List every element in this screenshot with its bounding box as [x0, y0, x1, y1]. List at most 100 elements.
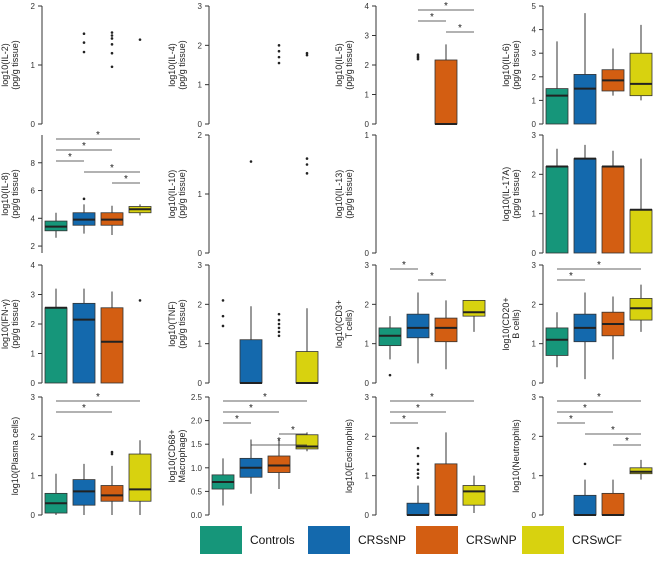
- y-tick-label: 4: [31, 214, 36, 223]
- outlier-point: [82, 32, 86, 36]
- outlier-point: [416, 468, 420, 472]
- y-tick-label: 3: [31, 291, 36, 300]
- y-tick-label: 2: [365, 61, 370, 70]
- y-tick-label: 1: [365, 472, 370, 481]
- box-crswnp: [100, 485, 124, 502]
- y-tick-label: 1: [365, 131, 370, 140]
- panel-16: 0 1 2 3 log10(Neutrophils) * * * * *: [511, 392, 653, 520]
- y-tick-label: 1: [532, 96, 537, 105]
- y-tick-label: 2: [31, 432, 36, 441]
- significance-star: *: [249, 403, 253, 414]
- significance-star: *: [430, 12, 434, 23]
- y-tick-label: 2: [365, 300, 370, 309]
- y-tick-label: 1: [198, 190, 203, 199]
- y-axis-label: log10(IL-10): [167, 170, 177, 219]
- y-tick-label: 2: [31, 320, 36, 329]
- significance-star: *: [263, 392, 267, 403]
- y-axis-label: log10(Neutrophils): [511, 419, 521, 493]
- outlier-point: [583, 462, 587, 466]
- legend-label-controls: Controls: [250, 533, 295, 547]
- panel-13: 0 1 2 3 log10(Plasma cells) * *: [10, 392, 152, 520]
- outlier-point: [110, 43, 114, 46]
- y-axis-label: log10(TNF): [167, 301, 177, 347]
- y-axis-label: T cells): [344, 310, 354, 339]
- y-axis-label: log10(IFN-γ): [0, 299, 10, 349]
- legend-item-crswnp: CRSwNP: [416, 526, 517, 554]
- outlier-point: [110, 34, 114, 37]
- y-tick-label: 3: [365, 261, 370, 270]
- y-tick-label: 6: [31, 187, 36, 196]
- y-tick-label: 2: [198, 41, 203, 50]
- y-tick-label: 3: [198, 2, 203, 11]
- significance-star: *: [96, 392, 100, 403]
- panel-5: 2 4 6 8 log10(IL-8) (pg/g tissue) * * * * *: [0, 130, 152, 253]
- outlier-point: [110, 37, 114, 40]
- outlier-point: [416, 446, 420, 450]
- y-axis-label: (pg/g tissue): [344, 40, 354, 90]
- outlier-point: [277, 55, 281, 59]
- outlier-point: [110, 450, 114, 454]
- outlier-point: [82, 50, 86, 54]
- outlier-point: [416, 472, 420, 476]
- y-tick-label: 5: [532, 2, 537, 11]
- panel-10: 0 1 2 3 log10(TNF) (pg/g tissue): [167, 261, 319, 388]
- y-axis-label: (pg/g tissue): [10, 40, 20, 90]
- y-tick-label: 4: [365, 2, 370, 11]
- box-crswnp: [267, 455, 291, 473]
- outlier-point: [110, 31, 114, 34]
- legend: Controls CRSsNP CRSwNP CRSwCF: [0, 520, 669, 560]
- legend-swatch-crswcf: [522, 526, 564, 554]
- significance-star: *: [625, 436, 629, 447]
- y-tick-label: 8: [31, 159, 36, 168]
- y-tick-label: 2: [532, 170, 537, 179]
- y-tick-label: 2.5: [191, 393, 203, 402]
- box-controls: [44, 307, 68, 384]
- outlier-point: [221, 314, 225, 318]
- y-tick-label: 0.5: [191, 487, 203, 496]
- y-tick-label: 1: [532, 340, 537, 349]
- outlier-point: [305, 51, 309, 55]
- y-tick-label: 3: [365, 32, 370, 41]
- y-axis-label: B cells): [511, 309, 521, 339]
- outlier-point: [138, 299, 142, 302]
- panel-8: 0 1 2 3 log10(IL-17A) (pg/g tissue): [501, 131, 653, 258]
- box-crssnp: [573, 74, 597, 125]
- y-tick-label: 1: [198, 81, 203, 90]
- outlier-point: [82, 41, 86, 44]
- y-tick-label: 4: [532, 26, 537, 35]
- box-crssnp: [72, 302, 96, 384]
- y-tick-label: 0: [532, 511, 537, 520]
- significance-star: *: [291, 425, 295, 436]
- y-axis-label: (pg/g tissue): [10, 299, 20, 349]
- y-tick-label: 2: [198, 131, 203, 140]
- y-tick-label: 2: [532, 432, 537, 441]
- box-crssnp: [239, 339, 263, 384]
- panel-12: 0 1 2 3 log10(CD20+ B cells) * *: [501, 260, 653, 388]
- box-crswnp: [434, 317, 458, 343]
- significance-star: *: [416, 403, 420, 414]
- significance-star: *: [569, 414, 573, 425]
- panel-15: 0 1 2 3 log10(Eosinophils) * * *: [344, 392, 486, 520]
- significance-star: *: [458, 23, 462, 34]
- significance-star: *: [235, 414, 239, 425]
- outlier-point: [138, 38, 142, 41]
- box-crswcf: [128, 453, 152, 502]
- y-tick-label: 3: [365, 393, 370, 402]
- box-crswcf: [629, 209, 653, 254]
- y-axis-label: log10(IL-17A): [501, 167, 511, 222]
- box-crswcf: [462, 299, 486, 317]
- panel-3: 0 1 2 3 4 log10(IL-5) (pg/g tissue) * * *: [334, 1, 474, 129]
- y-axis-label: log10(CD68+: [167, 429, 177, 482]
- significance-star: *: [96, 130, 100, 141]
- box-crswnp: [434, 59, 458, 125]
- significance-star: *: [444, 1, 448, 12]
- y-axis-label: (pg/g tissue): [344, 169, 354, 219]
- significance-star: *: [277, 436, 281, 447]
- box-crswcf: [462, 485, 486, 506]
- significance-star: *: [430, 392, 434, 403]
- y-tick-label: 3: [532, 261, 537, 270]
- panel-7: 0 1 log10(IL-13) (pg/g tissue): [334, 131, 377, 258]
- y-tick-label: 0: [198, 379, 203, 388]
- box-crswnp: [601, 492, 625, 516]
